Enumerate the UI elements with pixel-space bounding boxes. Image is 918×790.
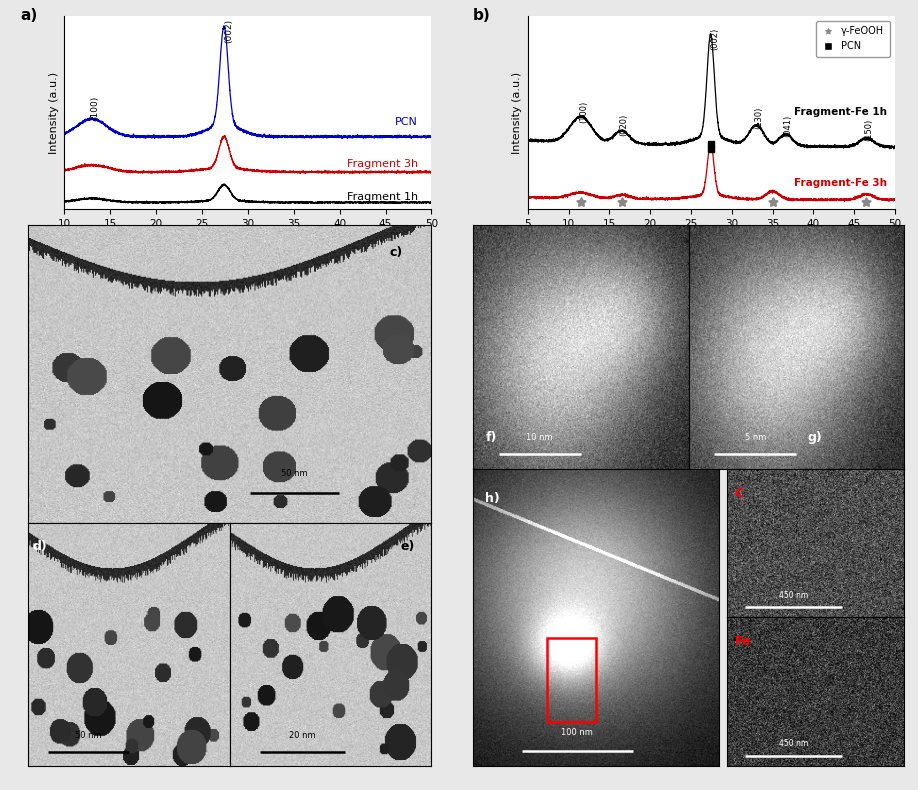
Text: f): f) [486, 431, 497, 444]
Text: Fragment-Fe 3h: Fragment-Fe 3h [794, 179, 887, 188]
Text: (020): (020) [620, 114, 629, 136]
Y-axis label: Intensity (a.u.): Intensity (a.u.) [49, 72, 59, 153]
Text: 20 nm: 20 nm [289, 731, 316, 739]
Y-axis label: Intensity (a.u.): Intensity (a.u.) [512, 72, 522, 153]
Text: c): c) [390, 246, 403, 259]
Text: d): d) [33, 540, 48, 553]
Text: 5 nm: 5 nm [744, 433, 766, 442]
Text: C: C [734, 487, 744, 499]
Text: e): e) [401, 540, 415, 553]
Text: Fragment 1h: Fragment 1h [347, 192, 418, 202]
Text: (100): (100) [90, 96, 99, 120]
Legend: γ-FeOOH, PCN: γ-FeOOH, PCN [816, 21, 890, 57]
Bar [546, 638, 596, 721]
Text: (100): (100) [579, 100, 588, 122]
Text: 450 nm: 450 nm [779, 739, 808, 748]
Text: (041): (041) [784, 115, 792, 137]
Text: 10 nm: 10 nm [526, 433, 553, 442]
Text: (130): (130) [755, 107, 763, 129]
Text: (002): (002) [224, 19, 233, 43]
Text: 100 nm: 100 nm [561, 728, 593, 736]
Text: Fe: Fe [734, 635, 751, 649]
Text: Fragment 3h: Fragment 3h [347, 159, 418, 169]
Text: Fragment-Fe 1h: Fragment-Fe 1h [794, 107, 887, 118]
X-axis label: 2θ (degree): 2θ (degree) [215, 235, 281, 245]
Text: (150): (150) [865, 119, 873, 141]
Text: PCN: PCN [395, 117, 418, 127]
Text: 450 nm: 450 nm [779, 591, 808, 600]
Text: b): b) [473, 8, 490, 23]
X-axis label: 2θ (degree): 2θ (degree) [678, 235, 744, 245]
Text: h): h) [485, 492, 499, 506]
Text: 50 nm: 50 nm [74, 731, 102, 739]
Text: 50 nm: 50 nm [281, 469, 308, 478]
Text: a): a) [20, 8, 38, 23]
Text: (002): (002) [711, 28, 719, 50]
Text: g): g) [807, 431, 822, 444]
